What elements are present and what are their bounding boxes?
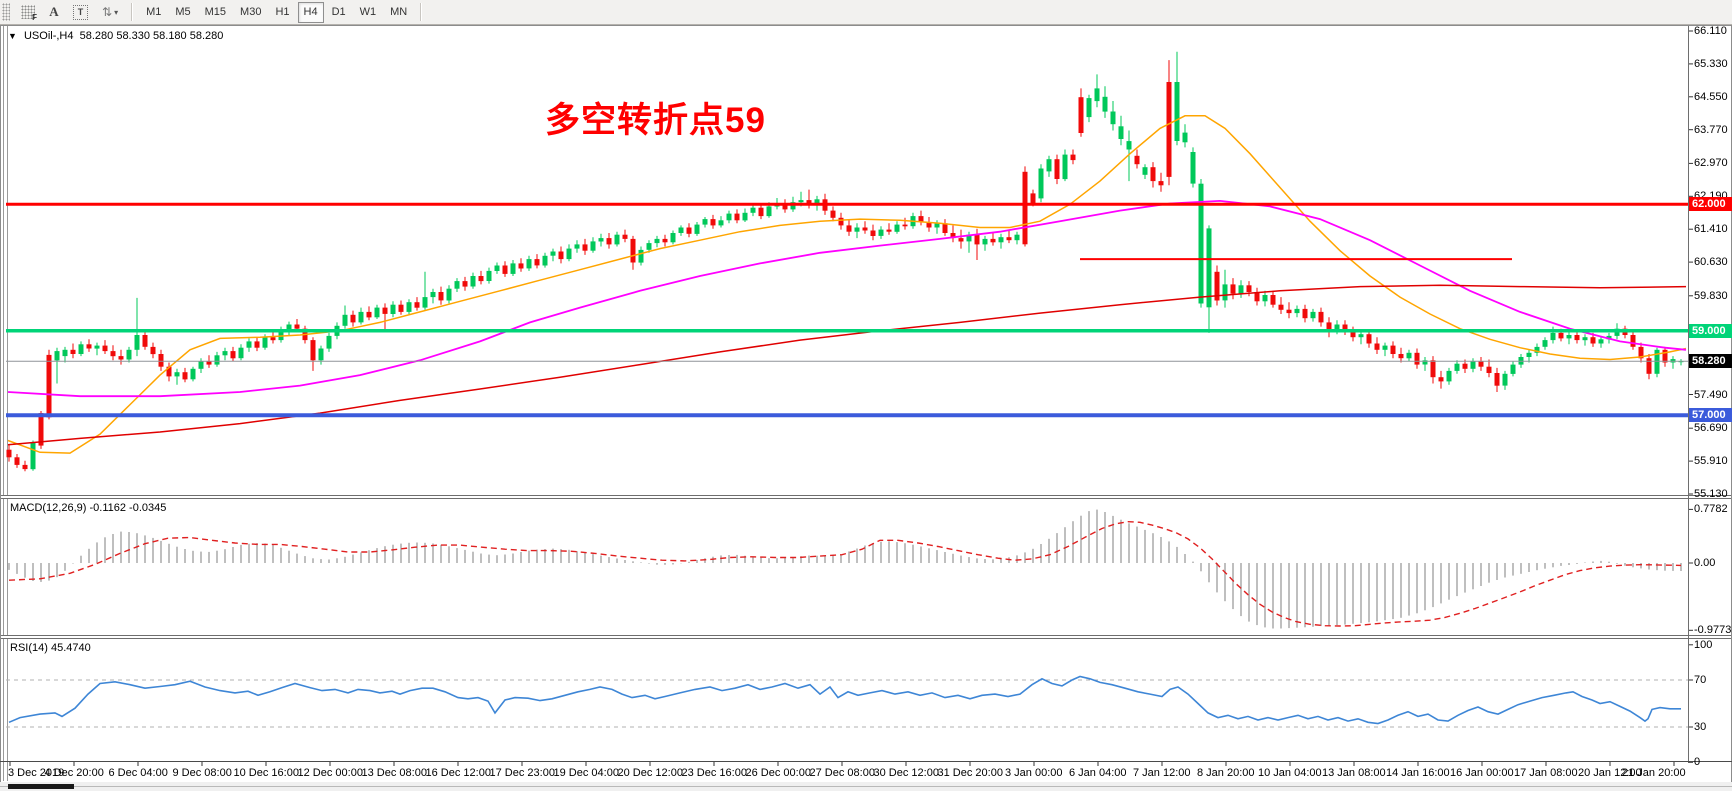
price-tick-66.110: 66.110 (1694, 25, 1727, 37)
price-tick-65.330: 65.330 (1694, 57, 1728, 70)
timeframe-button-M5[interactable]: M5 (169, 2, 196, 23)
rsi-tick-0: 0 (1694, 756, 1701, 769)
timeframe-button-MN[interactable]: MN (384, 2, 413, 23)
time-label: 17 Dec 23:00 (489, 767, 555, 779)
timeframe-button-M15[interactable]: M15 (199, 2, 232, 23)
time-label: 16 Jan 00:00 (1450, 767, 1514, 779)
time-label: 19 Dec 04:00 (553, 767, 619, 779)
price-badge-62.000: 62.000 (1689, 197, 1732, 212)
timeframe-button-M1[interactable]: M1 (140, 2, 167, 23)
macd-tick-0.00: 0.00 (1694, 557, 1716, 569)
text-t-icon: T (73, 4, 88, 20)
arrows-tool-button[interactable]: ⇅ ▾ (96, 2, 124, 23)
time-label: 13 Jan 08:00 (1322, 767, 1386, 779)
time-label: 16 Dec 12:00 (425, 767, 491, 779)
rsi-indicator-label: RSI(14) 45.4740 (10, 642, 91, 654)
price-tick-63.770: 63.770 (1694, 123, 1728, 136)
timeframe-button-W1[interactable]: W1 (354, 2, 383, 23)
toolbar-drag-handle[interactable] (2, 3, 10, 21)
rsi-tick-70: 70 (1694, 674, 1707, 686)
time-label: 27 Dec 08:00 (809, 767, 875, 779)
time-label: 26 Dec 00:00 (745, 767, 811, 779)
time-label: 30 Dec 12:00 (873, 767, 939, 779)
letter-a-icon: A (49, 4, 59, 19)
symbol-info: ▼ USOil-,H4 58.280 58.330 58.180 58.280 (8, 30, 223, 42)
collapse-triangle-icon[interactable]: ▼ (8, 31, 17, 41)
macd-indicator-label: MACD(12,26,9) -0.1162 -0.0345 (10, 502, 167, 514)
macd-tick--0.9773: -0.9773 (1694, 624, 1732, 637)
macd-tick-0.7782: 0.7782 (1694, 503, 1728, 516)
chart-left-border (3, 26, 8, 781)
time-label: 10 Dec 16:00 (233, 767, 299, 779)
time-label: 14 Jan 16:00 (1386, 767, 1450, 779)
scrollbar-track (0, 786, 1732, 787)
horizontal-scrollbar[interactable] (0, 782, 1732, 791)
time-label: 3 Jan 00:00 (1005, 767, 1063, 779)
time-axis-border (0, 761, 1732, 762)
price-tick-64.550: 64.550 (1694, 90, 1728, 103)
time-label: 3 Dec 2019 (8, 767, 65, 779)
time-label: 20 Dec 12:00 (617, 767, 683, 779)
timeframe-button-M30[interactable]: M30 (234, 2, 267, 23)
time-label: 4 Dec 20:00 (44, 767, 104, 779)
text-tool-button[interactable]: T (67, 2, 94, 23)
rsi-tick-100: 100 (1694, 638, 1713, 651)
rsi-tick-30: 30 (1694, 721, 1707, 733)
label-tool-button[interactable]: A (43, 2, 65, 23)
time-label: 10 Jan 04:00 (1258, 767, 1322, 779)
pane-separator-main-macd[interactable] (1, 495, 1731, 499)
grid-f-icon: F (21, 5, 37, 22)
price-tick-61.410: 61.410 (1694, 223, 1728, 236)
arrows-icon: ⇅ (102, 5, 113, 19)
price-tick-62.970: 62.970 (1694, 157, 1728, 170)
price-tick-59.830: 59.830 (1694, 289, 1728, 302)
time-label: 9 Dec 08:00 (172, 767, 232, 779)
pane-separator-macd-rsi[interactable] (1, 635, 1731, 639)
time-label: 12 Dec 00:00 (297, 767, 363, 779)
time-label: 31 Dec 20:00 (937, 767, 1003, 779)
chart-annotation-text[interactable]: 多空转折点59 (545, 101, 766, 140)
price-tick-55.910: 55.910 (1694, 455, 1728, 468)
chart-window[interactable] (0, 25, 1732, 791)
toolbar-separator (420, 3, 423, 21)
objects-grid-button[interactable]: F (15, 2, 41, 23)
time-label: 6 Jan 04:00 (1069, 767, 1127, 779)
symbol-quote: 58.280 58.330 58.180 58.280 (79, 30, 224, 42)
time-label: 6 Dec 04:00 (108, 767, 168, 779)
price-badge-59.000: 59.000 (1689, 323, 1732, 338)
price-tick-55.130: 55.130 (1694, 488, 1728, 501)
time-label: 7 Jan 12:00 (1133, 767, 1191, 779)
price-scale-border (1688, 26, 1689, 761)
time-label: 13 Dec 08:00 (361, 767, 427, 779)
timeframe-button-D1[interactable]: D1 (326, 2, 352, 23)
chevron-down-icon: ▾ (114, 7, 119, 17)
price-tick-57.490: 57.490 (1694, 388, 1728, 401)
time-label: 23 Dec 16:00 (681, 767, 747, 779)
timeframe-group: M1 M5 M15 M30 H1 H4 D1 W1 MN (139, 1, 414, 23)
toolbar-separator (131, 3, 134, 21)
price-badge-57.000: 57.000 (1689, 408, 1732, 423)
price-tick-60.630: 60.630 (1694, 256, 1728, 269)
symbol-name: USOil-,H4 (23, 30, 74, 42)
scrollbar-thumb[interactable] (8, 784, 74, 789)
time-label: 21 Jan 20:00 (1622, 767, 1686, 779)
price-tick-56.690: 56.690 (1694, 422, 1728, 435)
toolbar: F A T ⇅ ▾ M1 M5 M15 M30 H1 H4 D1 W1 MN (0, 0, 1732, 25)
price-badge-58.280: 58.280 (1689, 354, 1732, 369)
time-label: 17 Jan 08:00 (1514, 767, 1578, 779)
time-label: 8 Jan 20:00 (1197, 767, 1255, 779)
timeframe-button-H4[interactable]: H4 (297, 1, 324, 23)
timeframe-button-H1[interactable]: H1 (269, 2, 295, 23)
time-label: 20 Jan 12:00 (1578, 767, 1642, 779)
